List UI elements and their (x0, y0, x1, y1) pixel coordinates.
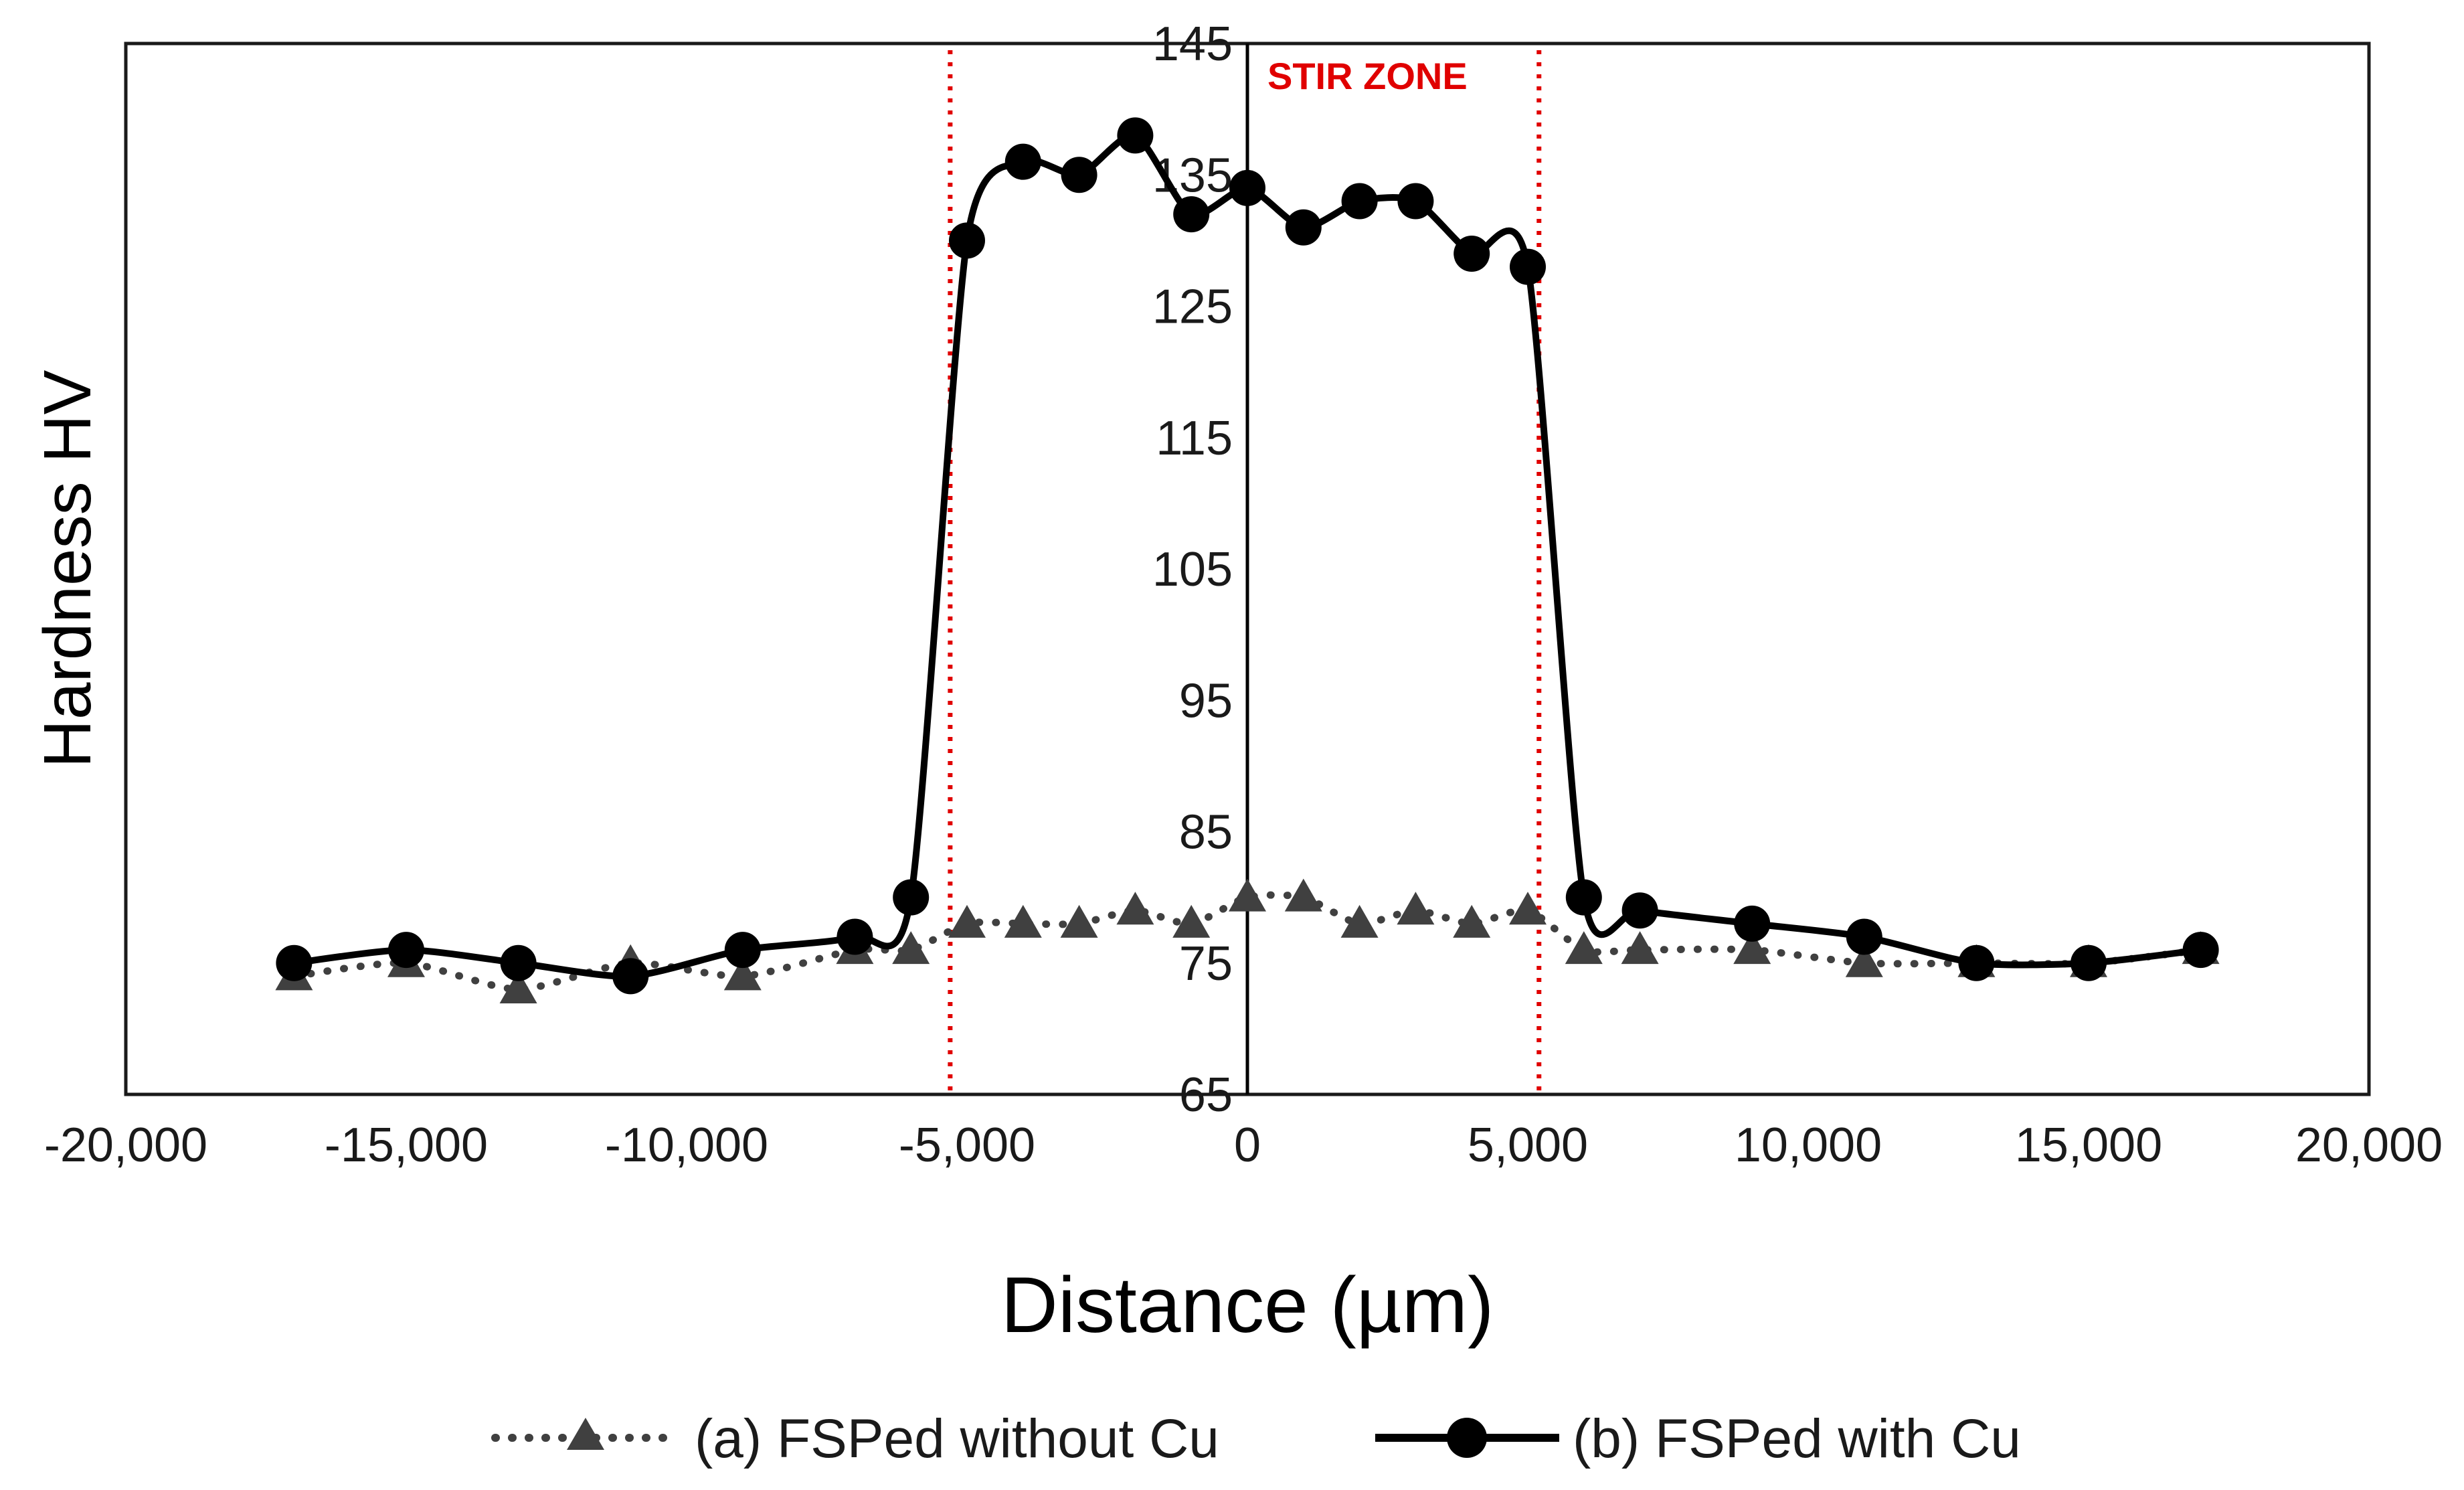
data-point-with-cu (1621, 892, 1658, 929)
x-tick-label: -10,000 (605, 1119, 768, 1172)
y-tick-label: 65 (1179, 1068, 1233, 1122)
y-tick-label: 85 (1179, 806, 1233, 859)
x-tick-label: -15,000 (325, 1119, 488, 1172)
data-point-without-cu (1621, 931, 1659, 965)
data-point-without-cu (892, 931, 930, 965)
data-point-with-cu (893, 879, 930, 916)
data-point-with-cu (1341, 183, 1378, 220)
data-point-with-cu (837, 918, 873, 955)
y-tick-label: 95 (1179, 674, 1233, 728)
stir-zone-label: STIR ZONE (1267, 55, 1468, 97)
data-point-with-cu (724, 932, 761, 969)
data-point-without-cu (1060, 904, 1098, 938)
y-tick-label: 105 (1152, 543, 1233, 596)
x-tick-label: 0 (1234, 1119, 1261, 1172)
data-point-with-cu (1285, 209, 1322, 246)
data-point-without-cu (1453, 904, 1491, 938)
legend-label-with-cu: (b) FSPed with Cu (1573, 1408, 2021, 1469)
data-point-with-cu (276, 944, 313, 981)
legend-circle-marker (1447, 1418, 1487, 1458)
legend: (a) FSPed without Cu (b) FSPed with Cu (491, 1408, 2021, 1469)
x-tick-label: 15,000 (2015, 1119, 2162, 1172)
data-point-without-cu (1229, 878, 1266, 912)
y-tick-label: 145 (1152, 17, 1233, 71)
data-point-with-cu (1565, 879, 1602, 916)
data-point-with-cu (1397, 183, 1434, 220)
data-point-with-cu (2182, 932, 2219, 969)
data-point-without-cu (1397, 892, 1435, 925)
data-point-without-cu (948, 904, 986, 938)
data-point-without-cu (1116, 892, 1154, 925)
data-point-with-cu (1846, 918, 1882, 955)
x-tick-label: 20,000 (2295, 1119, 2443, 1172)
data-point-without-cu (1733, 931, 1771, 965)
x-tick-label: 10,000 (1735, 1119, 1882, 1172)
data-point-with-cu (1229, 169, 1265, 206)
x-tick-label: 5,000 (1468, 1119, 1588, 1172)
y-tick-label: 125 (1152, 280, 1233, 334)
data-point-with-cu (1173, 196, 1210, 233)
legend-triangle-marker (567, 1418, 604, 1450)
legend-item-with-cu: (b) FSPed with Cu (1375, 1408, 2021, 1469)
data-point-with-cu (1958, 944, 1995, 981)
y-axis-title: Hardness HV (30, 369, 105, 768)
data-point-with-cu (1061, 157, 1097, 193)
data-point-without-cu (1509, 892, 1547, 925)
data-point-with-cu (388, 932, 424, 969)
data-point-with-cu (949, 222, 985, 259)
data-point-without-cu (1565, 931, 1603, 965)
data-point-without-cu (1004, 904, 1042, 938)
data-point-with-cu (1004, 143, 1041, 180)
legend-label-without-cu: (a) FSPed without Cu (695, 1408, 1219, 1469)
x-tick-label: -5,000 (899, 1119, 1035, 1172)
data-point-with-cu (1510, 248, 1546, 285)
data-point-with-cu (612, 958, 649, 995)
data-point-with-cu (1117, 117, 1154, 154)
series-with-cu (276, 117, 2219, 995)
data-point-without-cu (499, 971, 537, 1003)
x-tick-label: -20,000 (44, 1119, 207, 1172)
data-point-without-cu (1340, 904, 1379, 938)
data-point-with-cu (1734, 905, 1771, 942)
legend-item-without-cu: (a) FSPed without Cu (491, 1408, 1219, 1469)
data-point-without-cu (1845, 944, 1883, 977)
data-point-without-cu (1284, 878, 1322, 912)
y-tick-label: 115 (1156, 412, 1233, 465)
data-point-without-cu (723, 957, 762, 991)
x-axis-title: Distance (µm) (1001, 1261, 1494, 1349)
data-point-with-cu (2071, 944, 2107, 981)
x-tick-labels: -20,000 -15,000 -10,000 -5,000 0 5,000 10,000 1… (44, 1119, 2443, 1172)
data-point-with-cu (500, 944, 537, 981)
data-point-without-cu (1172, 904, 1211, 938)
y-tick-label: 75 (1179, 937, 1233, 991)
data-point-with-cu (1454, 236, 1490, 272)
